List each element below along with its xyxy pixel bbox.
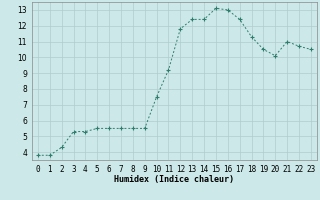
X-axis label: Humidex (Indice chaleur): Humidex (Indice chaleur) xyxy=(115,175,234,184)
